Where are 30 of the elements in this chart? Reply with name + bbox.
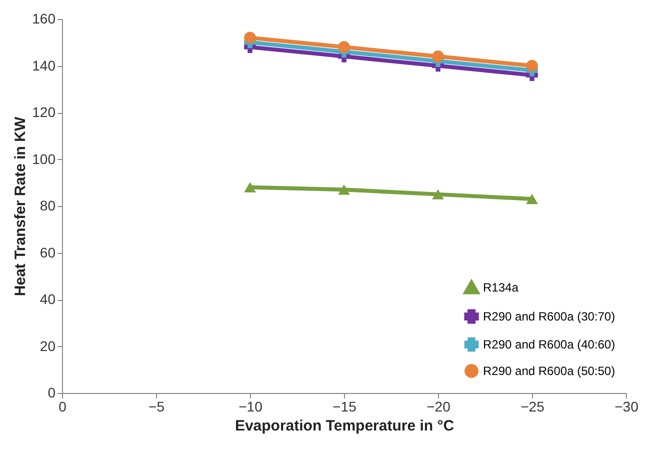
x-tick-label: −20	[426, 398, 451, 414]
x-tick-label: −30	[614, 398, 639, 414]
point	[526, 194, 538, 204]
y-tick-label: 60	[40, 244, 56, 260]
point	[244, 182, 256, 192]
x-axis-title: Evaporation Temperature in °C	[234, 418, 454, 434]
x-tick-label: −15	[332, 398, 357, 414]
point	[432, 50, 444, 62]
legend-label: R134a	[483, 280, 519, 294]
y-tick-label: 80	[40, 198, 56, 214]
y-tick-label: 0	[48, 384, 56, 400]
y-tick-label: 100	[32, 150, 56, 167]
point	[526, 60, 538, 72]
y-axis-title: Heat Transfer Rate in KW	[12, 116, 30, 296]
point	[338, 41, 350, 53]
x-tick-label: 0	[58, 398, 67, 414]
y-tick-label: 20	[40, 338, 56, 354]
legend-label: R290 and R600a (30:70)	[483, 310, 616, 324]
point	[244, 32, 256, 44]
legend-label: R290 and R600a (40:60)	[483, 338, 616, 352]
y-tick-label: 140	[32, 57, 56, 74]
y-tick-label: 40	[40, 291, 56, 307]
y-tick-label: 160	[32, 10, 56, 26]
x-tick-label: −5	[148, 398, 165, 414]
x-tick-label: −25	[520, 398, 545, 414]
y-tick-label: 120	[32, 104, 56, 120]
point	[432, 189, 444, 200]
point	[338, 184, 350, 195]
legend-label: R290 and R600a (50:50)	[483, 364, 616, 378]
x-tick-label: −10	[238, 398, 263, 414]
